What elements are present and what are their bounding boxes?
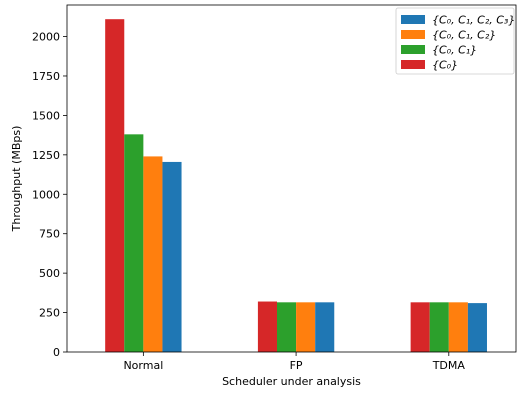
- y-tick-label-0: 0: [53, 346, 60, 359]
- bar-tdma-series-1: [429, 302, 449, 352]
- legend-swatch-0: [401, 15, 425, 24]
- legend-label-2: {C₀, C₁}: [432, 44, 477, 57]
- legend-swatch-1: [401, 30, 425, 39]
- bar-tdma-series-0: [410, 302, 430, 352]
- x-axis-title: Scheduler under analysis: [222, 375, 361, 388]
- x-tick-label-2: TDMA: [432, 359, 466, 372]
- x-tick-label-0: Normal: [123, 359, 163, 372]
- legend-label-3: {C₀}: [432, 59, 458, 72]
- legend-swatch-2: [401, 45, 425, 54]
- y-tick-label-7: 1750: [32, 70, 60, 83]
- x-axis: Normal FP TDMA: [123, 352, 465, 372]
- x-tick-label-1: FP: [290, 359, 303, 372]
- y-tick-label-6: 1500: [32, 109, 60, 122]
- bar-tdma-series-2: [448, 302, 468, 352]
- y-tick-label-5: 1250: [32, 149, 60, 162]
- legend: {C₀, C₁, C₂, C₃} {C₀, C₁, C₂} {C₀, C₁} {C₀}: [395, 7, 515, 75]
- y-tick-label-8: 2000: [32, 31, 60, 44]
- bars-group: [105, 19, 487, 352]
- bar-fp-series-0: [257, 301, 277, 352]
- y-axis-title: Throughput (MBps): [10, 126, 23, 233]
- bar-normal-series-1: [124, 134, 144, 352]
- bar-fp-series-2: [296, 302, 316, 352]
- legend-swatch-3: [401, 60, 425, 69]
- bar-normal-series-3: [162, 161, 182, 352]
- legend-label-1: {C₀, C₁, C₂}: [432, 29, 496, 42]
- plot-frame: [66, 4, 517, 353]
- y-tick-label-2: 500: [39, 267, 60, 280]
- legend-label-0: {C₀, C₁, C₂, C₃}: [432, 14, 515, 27]
- bar-normal-series-2: [143, 156, 163, 352]
- bar-normal-series-0: [105, 19, 125, 352]
- y-tick-label-4: 1000: [32, 188, 60, 201]
- y-axis: 0 250 500 750 1000 1250 1500 1750 2000: [32, 31, 67, 359]
- y-tick-label-1: 250: [39, 307, 60, 320]
- bar-fp-series-3: [315, 302, 335, 352]
- bar-fp-series-1: [276, 302, 297, 352]
- bar-tdma-series-3: [467, 303, 487, 352]
- y-tick-label-3: 750: [39, 228, 60, 241]
- legend-box: [395, 7, 515, 75]
